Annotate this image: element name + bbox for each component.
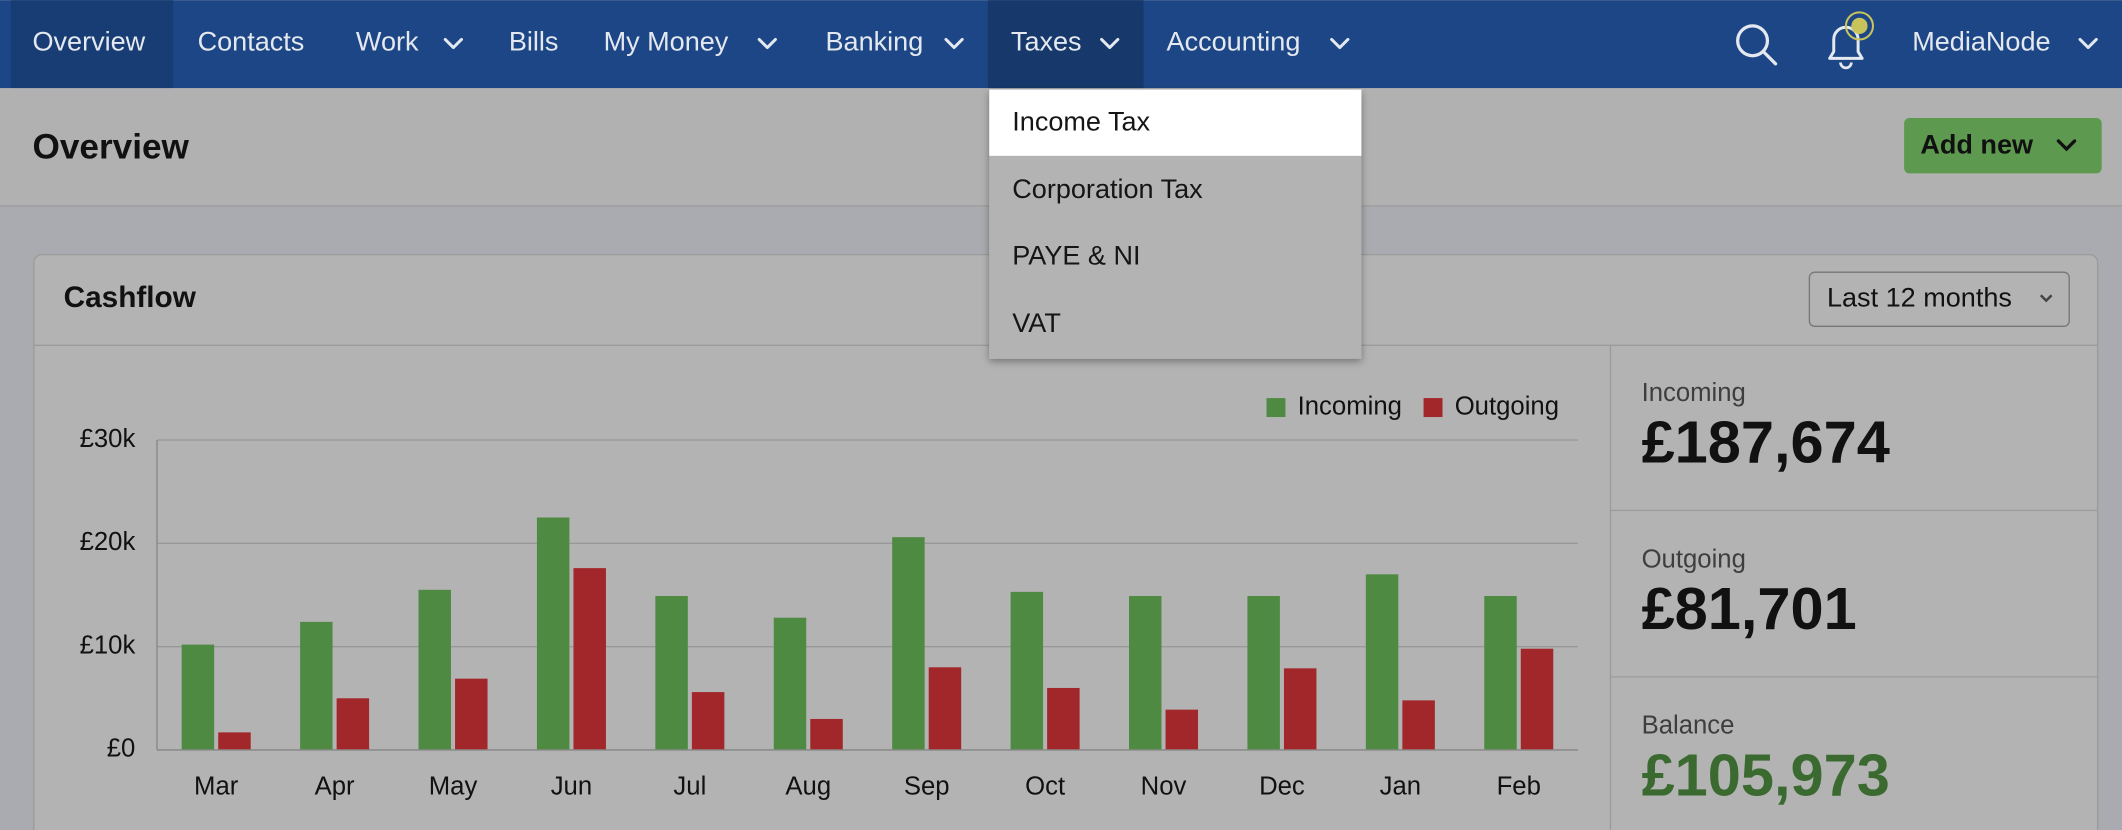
notification-icon[interactable] (1828, 11, 1875, 70)
chevron (1330, 37, 1350, 50)
chevron (2039, 294, 2053, 303)
bar (455, 678, 488, 750)
bar (1247, 596, 1280, 750)
bar (655, 596, 688, 750)
stat-value: £187,674 (1642, 409, 1890, 476)
x-tick-label: Jan (1380, 773, 1421, 801)
nav-item[interactable]: My Money (604, 27, 729, 57)
stat-value: £105,973 (1642, 741, 1890, 808)
x-tick-label: Sep (904, 773, 950, 801)
page-title: Overview (32, 127, 189, 166)
x-tick-label: Jun (551, 773, 592, 801)
bar (810, 718, 843, 750)
stat-label: Outgoing (1642, 545, 1746, 573)
search-icon[interactable] (1736, 24, 1778, 66)
bar (1010, 591, 1044, 750)
bar (418, 589, 451, 750)
y-tick-label: £0 (107, 735, 136, 763)
bar (1283, 668, 1317, 750)
bar (536, 517, 570, 750)
stat-label: Incoming (1642, 379, 1746, 407)
bar (1129, 596, 1162, 750)
bar (181, 644, 215, 750)
bar (1402, 700, 1435, 750)
nav-item[interactable]: Bills (509, 27, 559, 57)
chevron (2056, 139, 2077, 152)
stat-value: £81,701 (1642, 575, 1857, 642)
y-tick-label: £30k (80, 425, 136, 453)
dropdown-highlight (989, 89, 1362, 156)
x-tick-label: Dec (1259, 773, 1305, 801)
nav-open (987, 0, 1144, 89)
chevron (1100, 37, 1120, 50)
period-select[interactable] (1808, 271, 2070, 328)
chevron (2078, 37, 2098, 50)
nav-active (10, 0, 174, 89)
bar (573, 568, 606, 750)
bar (691, 692, 725, 750)
x-tick-label: Oct (1025, 773, 1065, 801)
bar (928, 667, 962, 750)
bar (300, 621, 333, 750)
bar (892, 537, 925, 750)
nav-item[interactable]: Banking (826, 27, 924, 57)
add-new-button[interactable] (1904, 117, 2102, 174)
bar (1365, 574, 1399, 750)
bar (1047, 687, 1080, 750)
bar (1520, 648, 1554, 750)
legend-swatch (1266, 398, 1286, 418)
legend-label: Outgoing (1455, 392, 1559, 420)
x-tick-label: Jul (673, 773, 706, 801)
bar (336, 698, 370, 750)
x-tick-label: Nov (1141, 773, 1187, 801)
x-tick-label: Aug (785, 773, 831, 801)
y-tick-label: £10k (80, 631, 136, 659)
chevron (443, 37, 463, 50)
chevron (757, 37, 777, 50)
nav-item[interactable]: Taxes (1011, 27, 1082, 57)
bar (218, 732, 251, 750)
taxes-dropdown: Income Tax Corporation Tax PAYE & NI VAT (989, 89, 1362, 359)
dropdown-item[interactable]: Income Tax (1012, 107, 1150, 137)
nav-item[interactable]: Overview (32, 27, 145, 57)
dropdown-item[interactable]: PAYE & NI (1012, 240, 1140, 270)
bar (773, 617, 807, 750)
x-tick-label: Feb (1497, 773, 1541, 801)
button-label: Add new (1920, 130, 2034, 160)
chevron (944, 37, 964, 50)
x-tick-label: Mar (194, 773, 239, 801)
x-tick-label: May (429, 773, 478, 801)
cashflow-chart: £0 £10k £20k £30k Mar Apr May Jun Jul Aug Sep Oct No… (80, 392, 1578, 801)
x-tick-label: Apr (315, 773, 355, 801)
period-label: Last 12 months (1827, 282, 2012, 312)
legend-label: Incoming (1298, 392, 1402, 420)
legend-swatch (1423, 398, 1443, 418)
nav-item[interactable]: Accounting (1167, 27, 1301, 57)
nav-item[interactable]: Contacts (198, 27, 305, 57)
bar (1165, 709, 1199, 750)
card-title: Cashflow (64, 281, 197, 314)
bar (1484, 596, 1517, 750)
user-menu[interactable]: MediaNode (1912, 27, 2050, 57)
stat-label: Balance (1642, 712, 1735, 740)
y-tick-label: £20k (80, 528, 136, 556)
nav-item[interactable]: Work (356, 27, 419, 57)
dropdown-item[interactable]: VAT (1012, 308, 1061, 338)
dropdown-item[interactable]: Corporation Tax (1012, 174, 1203, 204)
